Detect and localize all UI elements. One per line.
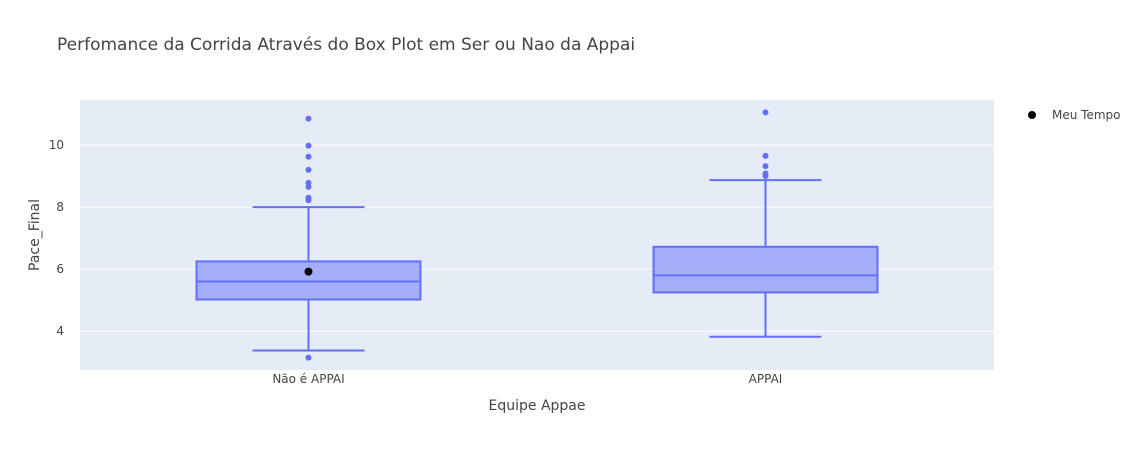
x-axis-ticks: Não é APPAI APPAI bbox=[272, 372, 782, 386]
legend-item[interactable]: Meu Tempo bbox=[1028, 108, 1120, 122]
y-tick-label: 8 bbox=[56, 200, 64, 214]
legend-label: Meu Tempo bbox=[1052, 108, 1120, 122]
y-axis-ticks: 4 6 8 10 bbox=[49, 138, 64, 338]
box-iqr bbox=[652, 245, 879, 294]
x-tick-label: Não é APPAI bbox=[272, 372, 344, 386]
outlier-point bbox=[305, 166, 312, 173]
chart-title: Perfomance da Corrida Através do Box Plo… bbox=[57, 35, 635, 55]
outlier-point bbox=[305, 115, 312, 122]
x-axis-title: Equipe Appae bbox=[489, 398, 586, 414]
y-tick-label: 6 bbox=[56, 262, 64, 276]
y-tick-label: 10 bbox=[49, 138, 64, 152]
box-iqr bbox=[195, 260, 422, 301]
markers bbox=[304, 267, 313, 276]
outlier-point bbox=[762, 152, 769, 159]
box-0[interactable] bbox=[195, 115, 422, 361]
outlier-point bbox=[305, 179, 312, 186]
x-tick-label: APPAI bbox=[749, 372, 783, 386]
legend[interactable]: Meu Tempo bbox=[1028, 108, 1120, 122]
box-1[interactable] bbox=[652, 109, 879, 338]
y-tick-label: 4 bbox=[56, 324, 64, 338]
outlier-point bbox=[762, 109, 769, 116]
boxes bbox=[195, 109, 879, 361]
plot-area bbox=[80, 100, 994, 370]
outlier-point bbox=[305, 142, 312, 149]
outlier-point bbox=[762, 163, 769, 170]
outlier-point bbox=[762, 170, 769, 177]
outlier-point bbox=[305, 354, 312, 361]
marker-meu-tempo[interactable] bbox=[304, 267, 313, 276]
outlier-point bbox=[305, 153, 312, 160]
legend-marker bbox=[1028, 111, 1036, 119]
y-axis-title: Pace_Final bbox=[27, 199, 43, 271]
outlier-point bbox=[305, 194, 312, 201]
